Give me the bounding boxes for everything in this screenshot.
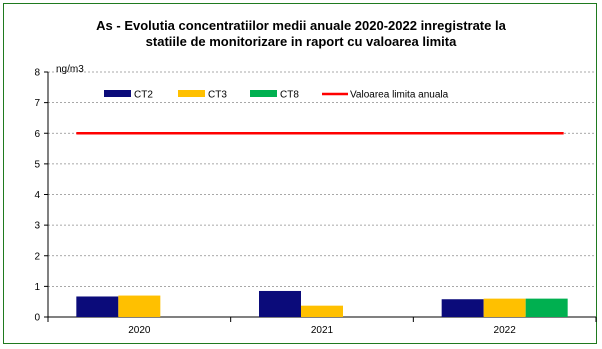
y-tick-label-3: 3 xyxy=(34,221,40,232)
chart-frame xyxy=(3,3,597,344)
y-tick-label-0: 0 xyxy=(34,313,40,324)
y-tick-label-6: 6 xyxy=(34,129,40,140)
y-tick-label-7: 7 xyxy=(34,98,40,109)
chart-title-line-2: statiile de monitorizare in raport cu va… xyxy=(145,34,457,49)
x-tick-label-2022: 2022 xyxy=(494,325,517,336)
y-tick-labels: 0 1 2 3 4 5 6 7 8 xyxy=(34,68,40,324)
chart-title: As - Evolutia concentratiilor medii anua… xyxy=(0,18,602,50)
y-axis-label: ng/m3 xyxy=(56,64,84,75)
x-tick-labels: 2020 2021 2022 xyxy=(128,325,516,336)
y-tick-label-4: 4 xyxy=(34,190,40,201)
legend-label-ct8: CT8 xyxy=(280,90,299,101)
bar-ct3-2022 xyxy=(483,298,526,317)
x-tick-label-2021: 2021 xyxy=(311,325,334,336)
legend-swatch-ct3 xyxy=(178,90,205,97)
bars xyxy=(76,290,568,317)
legend: CT2 CT3 CT8 Valoarea limita anuala xyxy=(104,90,449,101)
legend-swatch-ct8 xyxy=(250,90,277,97)
y-tick-label-8: 8 xyxy=(34,68,40,79)
bar-ct3-2021 xyxy=(301,305,343,317)
chart-title-line-1: As - Evolutia concentratiilor medii anua… xyxy=(96,18,506,33)
bar-ct2-2021 xyxy=(259,290,301,317)
grid-lines xyxy=(48,71,596,287)
bar-ct2-2022 xyxy=(441,299,484,317)
legend-swatch-ct2 xyxy=(104,90,131,97)
y-tick-label-1: 1 xyxy=(34,282,40,293)
legend-label-ct2: CT2 xyxy=(134,90,153,101)
y-tick-label-2: 2 xyxy=(34,251,40,262)
axes xyxy=(44,71,597,322)
bar-ct8-2022 xyxy=(525,298,568,317)
bar-ct3-2020 xyxy=(118,295,161,317)
legend-label-ct3: CT3 xyxy=(208,90,227,101)
bar-ct2-2020 xyxy=(76,296,119,317)
legend-label-limit-line: Valoarea limita anuala xyxy=(350,90,449,101)
x-tick-label-2020: 2020 xyxy=(128,325,151,336)
y-tick-label-5: 5 xyxy=(34,159,40,170)
